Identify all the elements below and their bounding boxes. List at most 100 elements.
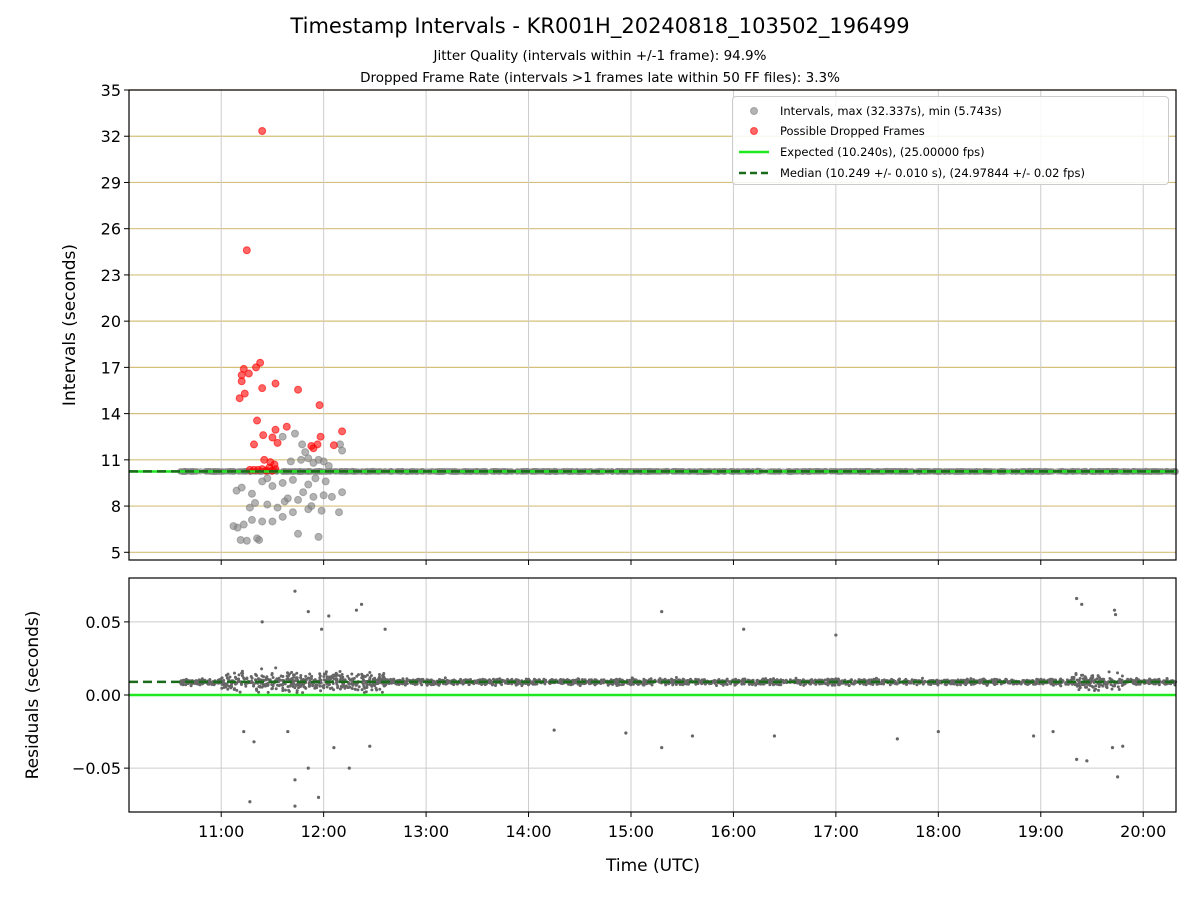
residual-point — [389, 681, 393, 685]
residual-outlier-point — [368, 744, 372, 748]
residual-point — [260, 667, 264, 671]
residual-point — [327, 683, 331, 687]
residual-point — [728, 680, 732, 684]
dropped-frame-point — [244, 369, 253, 378]
residual-point — [334, 671, 338, 675]
residual-point — [674, 676, 678, 679]
residual-point — [881, 681, 885, 685]
gray-dot-icon — [750, 107, 758, 115]
residual-point — [360, 688, 364, 692]
residual-point — [400, 682, 404, 686]
residual-point — [504, 680, 508, 684]
residual-point — [289, 682, 293, 686]
residual-point — [1083, 675, 1087, 679]
dropped-frame-point — [242, 246, 251, 255]
residual-outlier-point — [660, 610, 664, 614]
interval-point — [280, 497, 289, 506]
interval-point — [278, 478, 287, 487]
dropped-frame-point — [282, 422, 291, 431]
residual-outlier-point — [1075, 596, 1079, 601]
interval-point — [247, 489, 256, 498]
residual-point — [357, 685, 361, 689]
residual-outlier-point — [347, 766, 351, 770]
residual-point — [307, 684, 311, 688]
residual-outlier-point — [327, 614, 331, 618]
y-tick-label: 0.05 — [85, 613, 121, 632]
residual-point — [867, 678, 871, 682]
dropped-frame-point — [329, 441, 338, 450]
interval-point — [319, 457, 328, 466]
residual-point — [340, 685, 344, 689]
residual-point — [369, 674, 373, 678]
residual-point — [295, 671, 299, 675]
residual-point — [773, 682, 777, 686]
residual-point — [237, 673, 241, 677]
top-axes-frame — [128, 89, 1177, 561]
interval-point — [297, 455, 306, 464]
residual-point — [537, 678, 541, 682]
residual-point — [658, 677, 662, 681]
residual-outlier-point — [624, 731, 628, 735]
x-tick-label: 20:00 — [1120, 822, 1166, 841]
residual-point — [1111, 684, 1115, 688]
residual-point — [642, 682, 646, 685]
residual-point — [760, 682, 764, 686]
residual-point — [671, 683, 675, 687]
residual-point — [490, 683, 494, 687]
residual-point — [1107, 670, 1111, 674]
legend-label: Expected (10.240s), (25.00000 fps) — [780, 145, 985, 159]
residual-point — [228, 675, 232, 679]
residual-point — [550, 678, 554, 681]
residual-point — [1097, 685, 1101, 689]
residual-point — [1105, 683, 1109, 687]
residual-point — [222, 679, 226, 682]
residual-point — [307, 682, 311, 686]
residual-point — [280, 683, 284, 687]
residual-point — [368, 676, 372, 680]
residual-outlier-point — [660, 746, 664, 750]
residual-outlier-point — [895, 737, 899, 741]
residual-outlier-point — [319, 627, 324, 631]
residual-point — [255, 674, 259, 678]
residual-point — [226, 687, 230, 691]
residual-point — [368, 671, 372, 674]
residual-point — [1147, 682, 1151, 686]
residual-point — [382, 678, 386, 682]
interval-point — [278, 512, 287, 521]
residual-point — [381, 673, 385, 677]
dashed-line-icon — [739, 171, 769, 175]
y-tick-label: 14 — [101, 405, 121, 424]
residual-point — [715, 684, 718, 687]
residual-point — [283, 682, 287, 686]
bottom-axis: 11:00 12:00 13:00 14:00 15:00 16:00 17:00 18:00… — [72, 613, 1166, 841]
y-tick-label: 8 — [111, 497, 121, 516]
residual-point — [1081, 673, 1085, 677]
residual-point — [384, 678, 388, 682]
residual-point — [915, 683, 919, 687]
chart-title: Timestamp Intervals - KR001H_20240818_10… — [290, 14, 910, 38]
residual-point — [921, 676, 924, 680]
residual-point — [365, 683, 369, 686]
residual-point — [580, 678, 584, 682]
residual-point — [308, 679, 312, 683]
residual-point — [382, 675, 386, 679]
residual-point — [266, 690, 270, 694]
residual-point — [823, 678, 827, 682]
residual-point — [342, 682, 346, 686]
residual-point — [611, 683, 615, 686]
residual-point — [235, 688, 239, 692]
legend-item-dropped: Possible Dropped Frames — [733, 121, 1168, 141]
residual-point — [1090, 679, 1094, 683]
residual-point — [249, 675, 253, 678]
interval-point — [301, 448, 310, 457]
residual-outlier-point — [248, 800, 252, 804]
residual-point — [233, 675, 237, 679]
residual-point — [1005, 679, 1009, 683]
residual-point — [617, 683, 621, 687]
residual-point — [531, 682, 535, 686]
y-tick-label: 35 — [101, 81, 121, 100]
dropped-frame-point — [271, 425, 280, 434]
residual-point — [1120, 674, 1124, 678]
y-tick-label: −0.05 — [72, 759, 121, 778]
residual-point — [995, 678, 999, 681]
